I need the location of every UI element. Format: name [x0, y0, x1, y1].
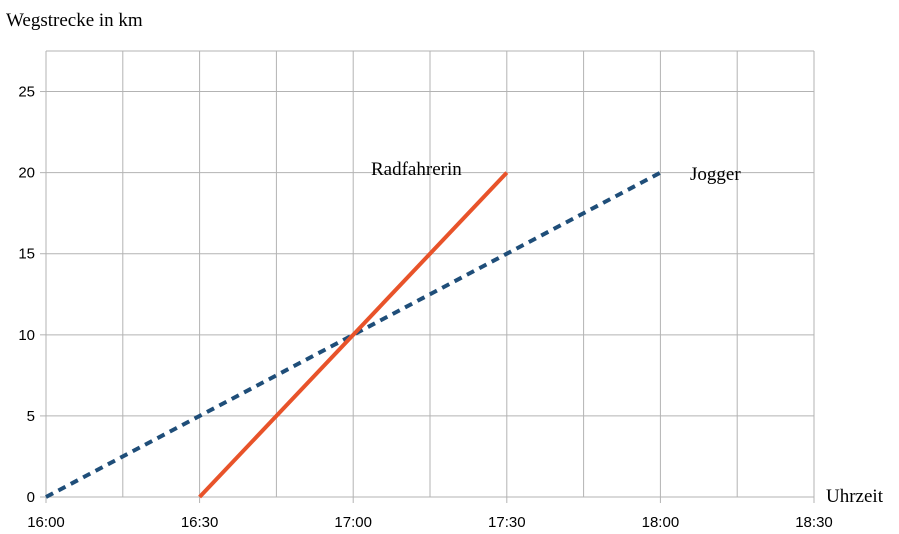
- x-tick-label: 16:30: [181, 514, 219, 531]
- grid: [45, 50, 815, 498]
- y-tick-label: 25: [18, 84, 35, 101]
- series-line-jogger: [45, 170, 662, 499]
- y-tick-label: 0: [27, 489, 35, 506]
- x-tick-label: 17:00: [334, 514, 372, 531]
- y-tick-label: 20: [18, 165, 35, 182]
- y-tick-label: 5: [27, 408, 35, 425]
- y-tick-label: 15: [18, 246, 35, 263]
- x-tick-label: 16:00: [27, 514, 65, 531]
- series-label-radfahrerin: Radfahrerin: [371, 159, 462, 180]
- x-tick-label: 18:30: [795, 514, 833, 531]
- y-tick-label: 10: [18, 327, 35, 344]
- x-tick-label: 17:30: [488, 514, 526, 531]
- series-label-jogger: Jogger: [690, 164, 741, 185]
- series-lines: [45, 170, 662, 499]
- labels: Wegstrecke in km Uhrzeit Radfahrerin Jog…: [6, 10, 884, 507]
- series-line-radfahrerin: [198, 171, 509, 499]
- y-axis-label: Wegstrecke in km: [6, 10, 143, 31]
- x-tick-label: 18:00: [642, 514, 680, 531]
- x-axis-label: Uhrzeit: [826, 486, 884, 507]
- axes: 0 5 10 15 20 25 16:00 16:30 17:00 17:30 18:00 18:30: [18, 51, 833, 531]
